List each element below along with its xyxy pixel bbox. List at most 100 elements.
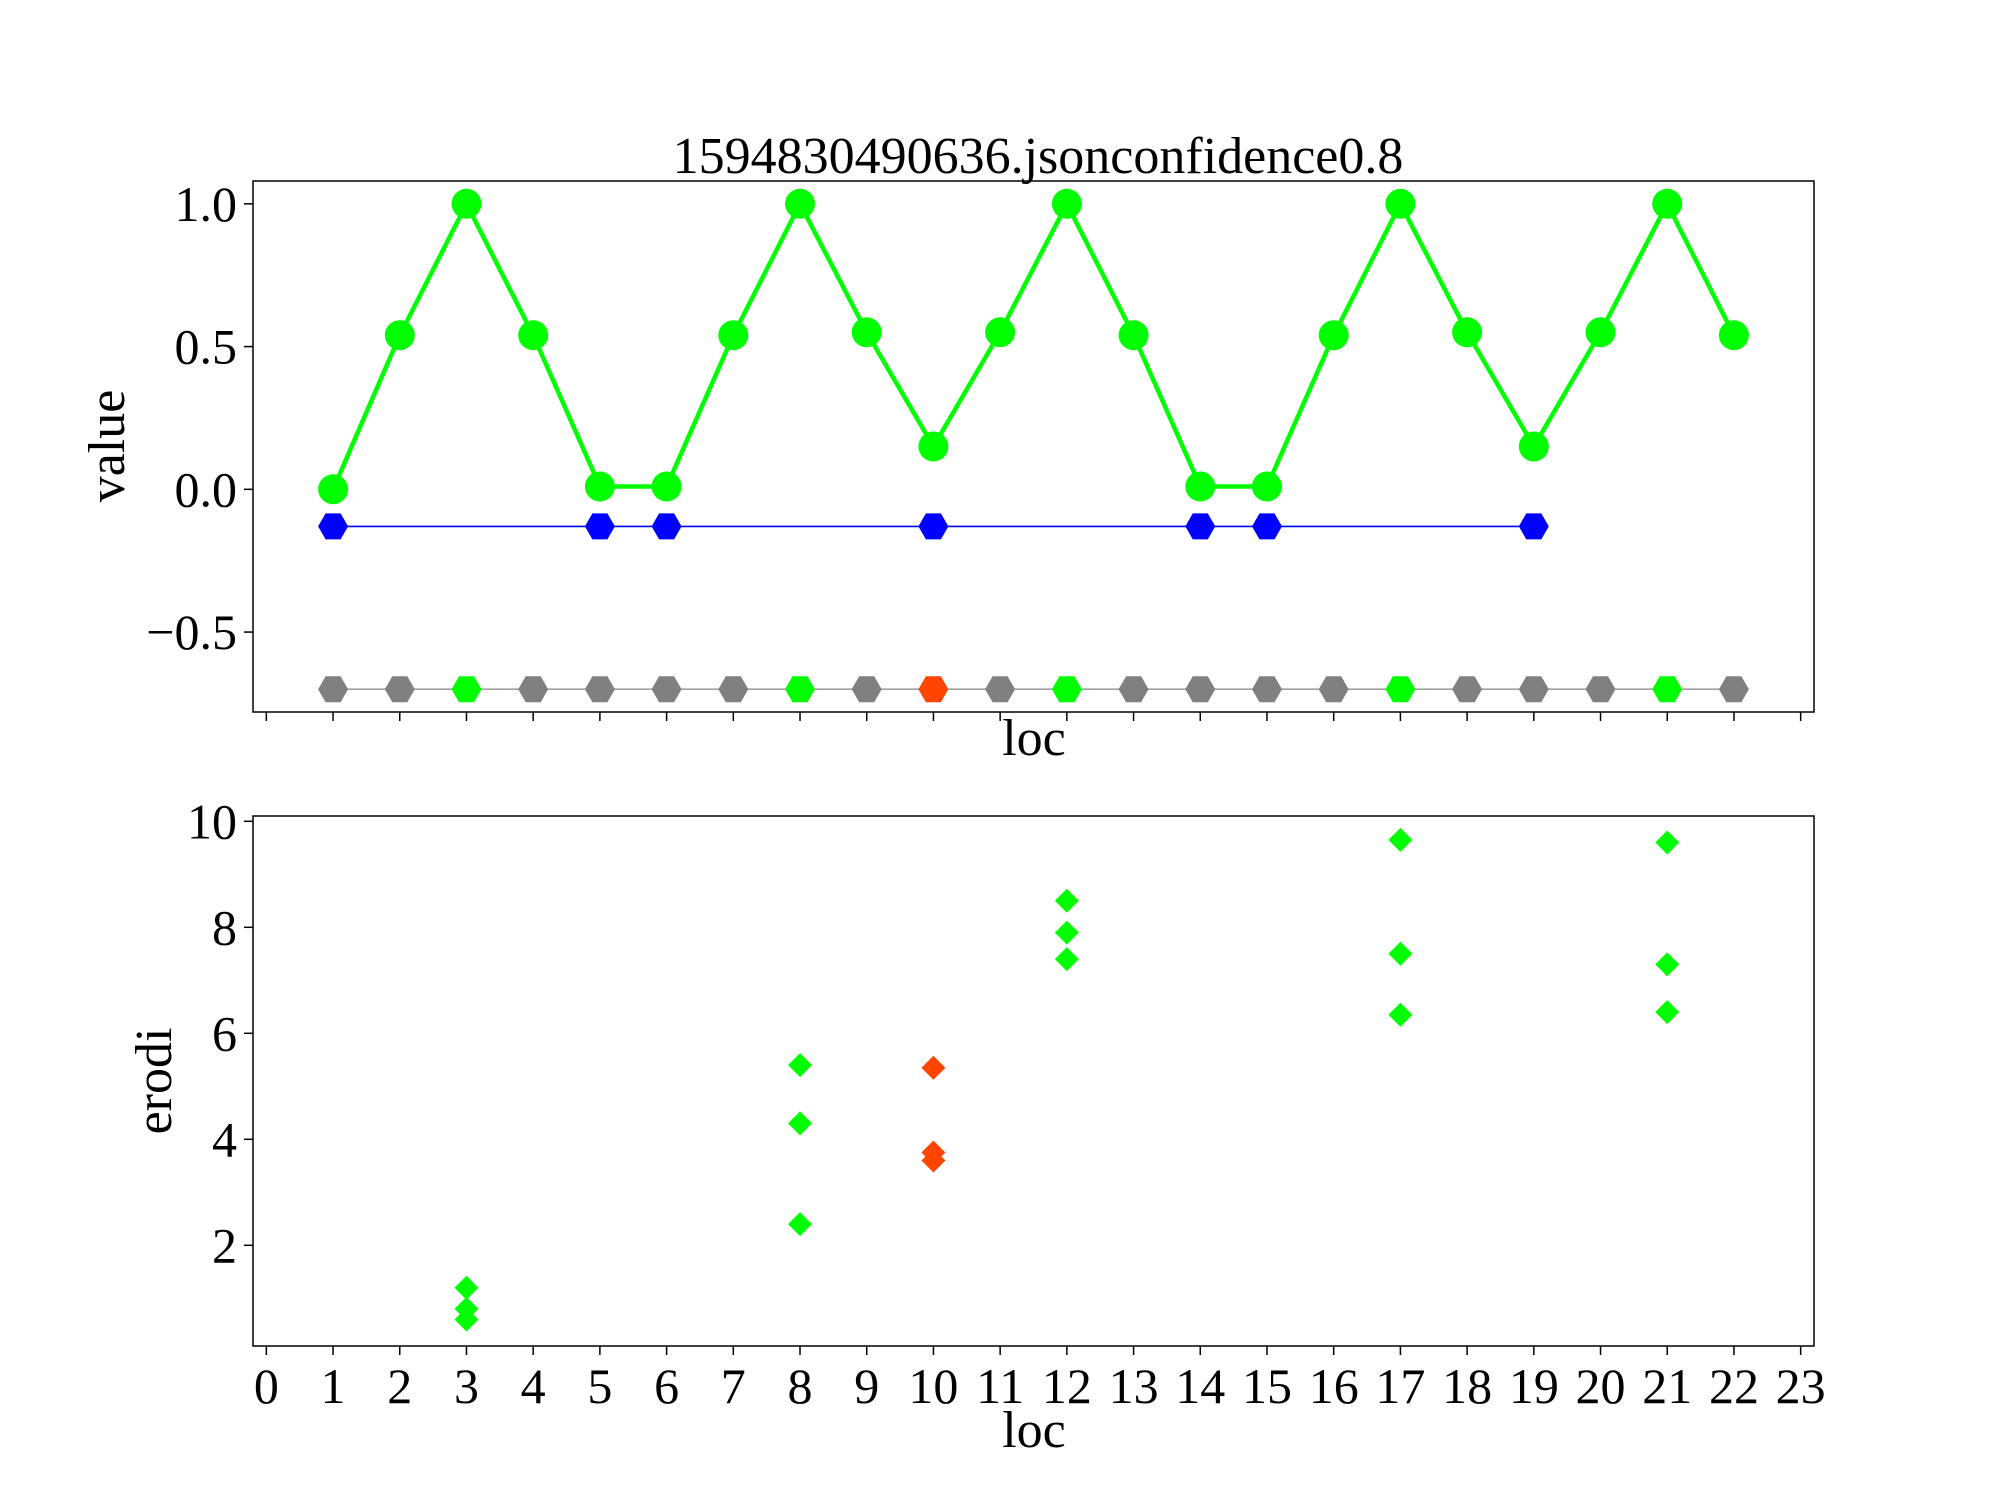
x-tick-label: 8 — [788, 1358, 813, 1414]
baseline-hexagon-point — [1652, 676, 1683, 703]
baseline-hexagon-point — [785, 676, 815, 703]
erodi-diamond-point — [1388, 941, 1413, 966]
blue-hexagon-point — [918, 513, 949, 540]
y-tick-label: 0.0 — [175, 461, 238, 517]
y-tick-label: 6 — [212, 1005, 237, 1061]
blue-hexagon-point — [1252, 513, 1282, 540]
green-circle-point — [1518, 431, 1549, 462]
baseline-hexagon-point — [651, 676, 682, 703]
top-x-ticks — [265, 712, 1802, 721]
y-tick-label: 4 — [212, 1111, 237, 1167]
x-tick-label: 9 — [854, 1358, 879, 1414]
baseline-hexagon-point — [518, 676, 549, 703]
top-panel: 1.0 0.5 0.0 −0.5 loc value — [79, 176, 1815, 767]
bottom-y-ticks: 2 4 6 8 10 — [187, 793, 253, 1273]
baseline-hexagon-point — [1718, 676, 1749, 703]
green-circle-point — [518, 320, 549, 351]
baseline-hexagon-point — [1385, 676, 1416, 703]
bottom-y-axis-label: erodi — [126, 1028, 183, 1135]
x-tick-label: 11 — [976, 1358, 1024, 1414]
baseline-hexagon-point — [584, 676, 615, 703]
x-tick-label: 2 — [387, 1358, 412, 1414]
baseline-hexagon-point — [718, 676, 749, 703]
green-circle-point — [1718, 320, 1749, 351]
baseline-hexagon-point — [918, 676, 949, 703]
blue-hexagon-point — [1185, 513, 1216, 540]
green-circle-point — [918, 431, 949, 462]
green-circle-point — [1118, 320, 1149, 351]
baseline-hexagon-point — [1051, 676, 1082, 703]
blue-hexagon-point — [651, 513, 682, 540]
baseline-hexagon-point — [384, 676, 415, 703]
erodi-diamond-point — [1054, 920, 1079, 945]
green-circle-point — [584, 471, 615, 502]
green-circle-point — [785, 188, 815, 219]
green-circle-point — [1051, 188, 1082, 219]
top-y-axis-label: value — [79, 390, 136, 503]
x-tick-label: 16 — [1309, 1358, 1359, 1414]
top-y-ticks: 1.0 0.5 0.0 −0.5 — [146, 176, 253, 660]
erodi-diamond-point — [1655, 952, 1680, 977]
top-plot-marks — [318, 188, 1749, 703]
chart-title: 1594830490636.jsonconfidence0.8 — [673, 128, 1404, 185]
green-circle-point — [1652, 188, 1683, 219]
bottom-plot-marks — [454, 827, 1680, 1332]
erodi-diamond-point — [454, 1275, 479, 1300]
blue-hexagon-point — [1518, 513, 1549, 540]
x-tick-label: 6 — [654, 1358, 679, 1414]
erodi-diamond-point — [788, 1053, 813, 1078]
x-tick-label: 5 — [587, 1358, 612, 1414]
x-tick-label: 0 — [254, 1358, 279, 1414]
green-circle-point — [1585, 317, 1616, 348]
x-tick-label: 18 — [1442, 1358, 1492, 1414]
erodi-diamond-point — [1388, 1002, 1413, 1027]
x-tick-label: 15 — [1242, 1358, 1292, 1414]
x-tick-label: 22 — [1709, 1358, 1759, 1414]
x-tick-label: 4 — [521, 1358, 546, 1414]
x-tick-label: 13 — [1109, 1358, 1159, 1414]
erodi-diamond-point — [1655, 1000, 1680, 1025]
y-tick-label: 0.5 — [175, 319, 238, 375]
baseline-hexagon-point — [1118, 676, 1149, 703]
baseline-hexagon-point — [451, 676, 482, 703]
x-tick-label: 10 — [908, 1358, 958, 1414]
green-circle-point — [1185, 471, 1216, 502]
green-circle-point — [1385, 188, 1416, 219]
blue-hexagon-point — [584, 513, 615, 540]
y-tick-label: 2 — [212, 1217, 237, 1273]
erodi-diamond-point — [1388, 827, 1413, 852]
x-tick-label: 17 — [1375, 1358, 1425, 1414]
baseline-hexagon-point — [318, 676, 349, 703]
green-circle-point — [718, 320, 749, 351]
baseline-hexagon-point — [1452, 676, 1483, 703]
erodi-diamond-point — [1655, 830, 1680, 855]
x-tick-label: 1 — [321, 1358, 346, 1414]
green-circle-point — [985, 317, 1016, 348]
baseline-hexagon-point — [1252, 676, 1282, 703]
x-tick-label: 23 — [1776, 1358, 1826, 1414]
baseline-hexagon-point — [1518, 676, 1549, 703]
erodi-diamond-point — [454, 1307, 479, 1332]
baseline-hexagon-point — [1185, 676, 1216, 703]
y-tick-label: −0.5 — [146, 604, 237, 660]
erodi-diamond-point — [1054, 888, 1079, 913]
x-tick-label: 3 — [454, 1358, 479, 1414]
green-circle-point — [1452, 317, 1483, 348]
y-tick-label: 8 — [212, 899, 237, 955]
baseline-hexagon-point — [1318, 676, 1349, 703]
x-tick-label: 20 — [1576, 1358, 1626, 1414]
blue-hexagon-point — [318, 513, 349, 540]
erodi-diamond-point — [788, 1111, 813, 1136]
y-tick-label: 10 — [187, 793, 237, 849]
green-circle-point — [318, 474, 349, 505]
baseline-hexagon-point — [1585, 676, 1616, 703]
x-tick-label: 19 — [1509, 1358, 1559, 1414]
top-x-axis-label: loc — [1002, 710, 1066, 767]
erodi-diamond-point — [788, 1212, 813, 1237]
x-tick-label: 7 — [721, 1358, 746, 1414]
bottom-x-axis-label: loc — [1002, 1402, 1066, 1459]
erodi-diamond-point — [921, 1148, 946, 1173]
green-circle-point — [384, 320, 415, 351]
